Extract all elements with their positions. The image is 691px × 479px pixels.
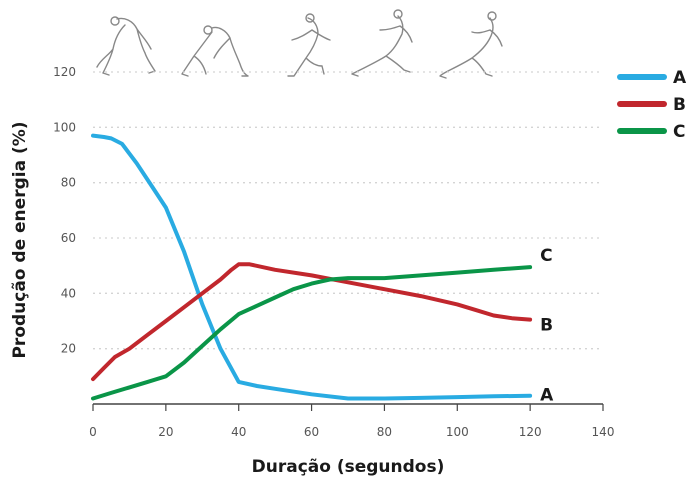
y-tick-label: 20 <box>61 342 76 356</box>
y-tick-label: 60 <box>61 231 76 245</box>
legend-label: C <box>673 122 685 142</box>
sprinter-push-off-icon <box>287 13 331 77</box>
sprinter-crouch-icon <box>96 16 156 76</box>
series-line-b <box>91 262 533 382</box>
x-tick-label: 140 <box>592 425 615 439</box>
end-label-a: A <box>540 386 554 406</box>
series-lines <box>91 133 533 401</box>
x-tick-label: 0 <box>89 425 97 439</box>
y-tick-label: 80 <box>61 176 76 190</box>
end-label-b: B <box>540 316 553 336</box>
runner-figures <box>96 9 503 79</box>
line-end-labels: C B A <box>540 246 554 406</box>
legend-label: B <box>673 95 686 115</box>
y-tick-labels: 20 40 60 80 100 120 <box>53 65 76 356</box>
x-axis-title: Duração (segundos) <box>252 457 445 477</box>
series-line-c <box>91 265 533 401</box>
legend: ABC <box>617 68 687 142</box>
x-tick-label: 40 <box>231 425 246 439</box>
y-axis-title: Produção de energia (%) <box>10 121 30 358</box>
x-tick-label: 120 <box>519 425 542 439</box>
sprinter-drive-icon <box>351 9 413 77</box>
gridlines <box>93 71 603 350</box>
x-tick-label: 100 <box>446 425 469 439</box>
x-tick-label: 80 <box>377 425 392 439</box>
y-tick-label: 100 <box>53 120 76 134</box>
x-tick-label: 20 <box>158 425 173 439</box>
y-tick-label: 120 <box>53 65 76 79</box>
x-axis: 0 20 40 60 80 100 120 140 <box>89 403 615 439</box>
series-line-a <box>91 133 533 401</box>
sprinter-set-icon <box>181 25 249 77</box>
y-tick-label: 40 <box>61 286 76 300</box>
legend-label: A <box>673 68 687 88</box>
x-tick-label: 60 <box>304 425 319 439</box>
sprinter-running-icon <box>439 11 503 79</box>
end-label-c: C <box>540 246 552 266</box>
